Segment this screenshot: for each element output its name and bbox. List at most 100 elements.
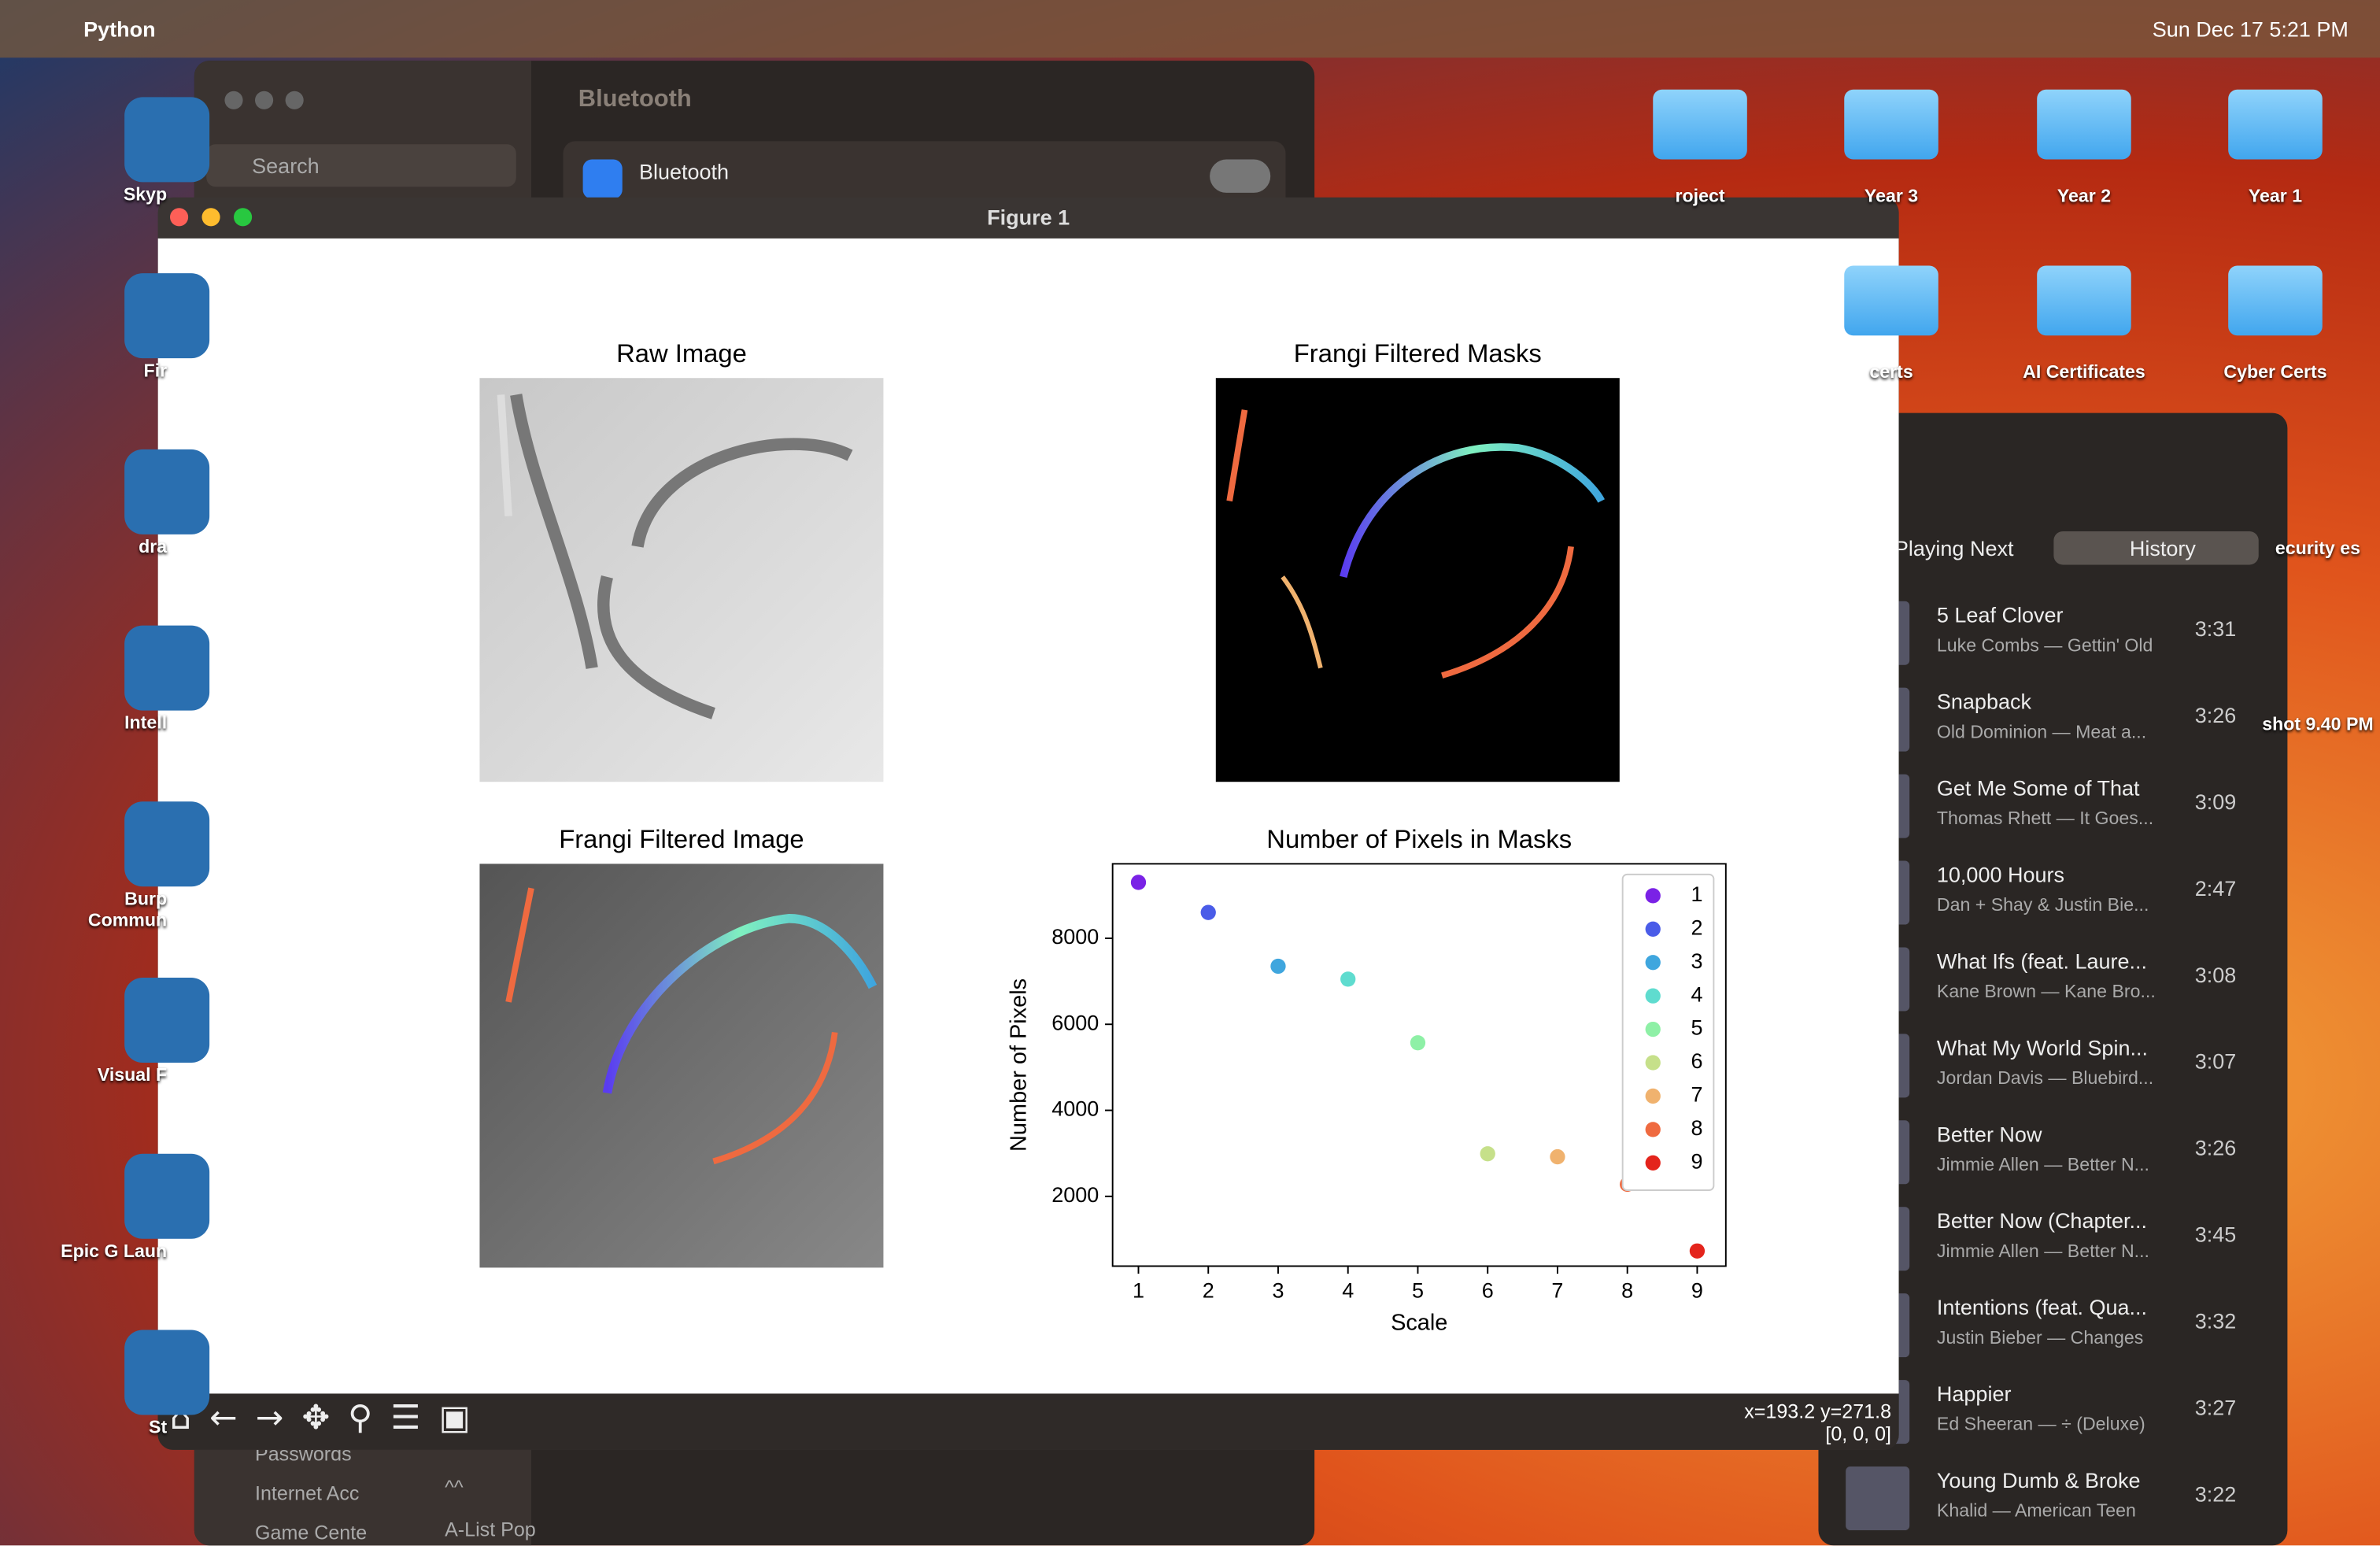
tab[interactable]: History — [2129, 535, 2196, 560]
icon-label: Intell — [124, 712, 168, 734]
folder-icon[interactable] — [2228, 89, 2323, 160]
track-artist: Kane Brown — Kane Bro... — [1936, 980, 2156, 1002]
folder-icon[interactable] — [1844, 265, 1938, 336]
track-title[interactable]: Better Now — [1936, 1122, 2042, 1147]
toolbar: ⌂←→✥⚲☰▣ x=193.2 y=271.8 [0, 0, 0] — [157, 1393, 1899, 1450]
legend-marker — [1645, 988, 1661, 1004]
track-artist: Old Dominion — Meat a... — [1936, 721, 2147, 743]
y-tick-label: 2000 — [1051, 1183, 1099, 1207]
subplot-title: Frangi Filtered Masks — [1294, 338, 1542, 368]
app-name[interactable]: Python — [83, 17, 156, 42]
folder-icon[interactable] — [2037, 265, 2131, 336]
legend — [1621, 873, 1715, 1191]
figure-canvas: Raw Image Frangi Filtered Masks Frangi Fil… — [157, 238, 1899, 1394]
figure-window: Figure 1 Raw Image Frangi Filtered Masks F… — [157, 197, 1899, 1450]
track-time: 3:45 — [2194, 1222, 2237, 1247]
traffic-lights[interactable] — [224, 91, 243, 109]
point — [1410, 1035, 1426, 1051]
legend-label: 5 — [1691, 1016, 1702, 1040]
icon-label: Skyp — [123, 183, 168, 205]
legend-marker — [1645, 1088, 1661, 1104]
track-title[interactable]: What Ifs (feat. Laure... — [1936, 949, 2148, 974]
desktop-icon[interactable] — [124, 1153, 210, 1239]
filtered-image — [479, 864, 884, 1268]
icon-label: Year 3 — [1864, 185, 1919, 207]
x-tick-label: 1 — [1133, 1278, 1144, 1302]
legend-label: 2 — [1691, 915, 1702, 939]
menu-bar: Python Sun Dec 17 5:21 PM — [0, 0, 2380, 58]
x-tick-label: 8 — [1621, 1278, 1633, 1302]
desktop-icon[interactable] — [124, 1330, 210, 1415]
legend-marker — [1645, 888, 1661, 904]
track-artist: Khalid — American Teen — [1936, 1500, 2136, 1522]
icon-label: dra — [139, 535, 168, 557]
track-artist: Jordan Davis — Bluebird... — [1936, 1067, 2154, 1089]
y-tick-label: 4000 — [1051, 1097, 1099, 1121]
playlist[interactable]: A-List Pop — [445, 1518, 536, 1541]
icon-label: Epic G Laun — [61, 1240, 168, 1262]
icon-label: ecurity es — [2275, 537, 2361, 559]
clock[interactable]: Sun Dec 17 5:21 PM — [2152, 17, 2349, 42]
icon-label: Cyber Certs — [2223, 361, 2327, 383]
track-time: 3:22 — [2194, 1481, 2237, 1507]
toolbar-buttons[interactable]: ⌂←→✥⚲☰▣ — [170, 1400, 489, 1438]
desktop-icon[interactable] — [124, 801, 210, 887]
icon-label: certs — [1869, 361, 1913, 383]
raw-image — [479, 378, 884, 782]
legend-marker — [1645, 1155, 1661, 1171]
pane-title: Bluetooth — [578, 86, 692, 113]
sidebar-item[interactable]: Internet Acc — [255, 1481, 360, 1505]
track-title[interactable]: 5 Leaf Clover — [1936, 602, 2064, 627]
icon-label: Fir — [143, 360, 168, 382]
legend-label: 7 — [1691, 1083, 1702, 1107]
desktop-icon[interactable] — [124, 978, 210, 1063]
track-title[interactable]: Intentions (feat. Qua... — [1936, 1295, 2148, 1319]
icon-label: Burp Commun — [87, 888, 168, 931]
x-tick-label: 7 — [1551, 1278, 1563, 1302]
x-tick-label: 2 — [1203, 1278, 1214, 1302]
folder-icon[interactable] — [2037, 89, 2131, 160]
x-tick-label: 4 — [1342, 1278, 1354, 1302]
y-tick-label: 6000 — [1051, 1011, 1099, 1034]
track-artist: Dan + Shay & Justin Bie... — [1936, 893, 2149, 915]
tab[interactable]: Playing Next — [1894, 535, 2014, 560]
playlist[interactable]: ^^ — [445, 1475, 464, 1499]
toggle[interactable] — [1210, 159, 1271, 193]
x-tick-label: 5 — [1412, 1278, 1424, 1302]
subplot-title: Raw Image — [616, 338, 747, 368]
folder-icon[interactable] — [1653, 89, 1747, 160]
sidebar-item[interactable]: Game Cente — [255, 1521, 368, 1544]
bt-label: Bluetooth — [638, 159, 730, 184]
x-tick-label: 6 — [1482, 1278, 1494, 1302]
icon-label: Year 2 — [2057, 185, 2112, 207]
window-title: Figure 1 — [987, 205, 1070, 230]
track-time: 3:31 — [2194, 616, 2237, 641]
desktop-icon[interactable] — [124, 97, 210, 183]
status: x=193.2 y=271.8 [0, 0, 0] — [1744, 1400, 1891, 1445]
point — [1550, 1148, 1565, 1165]
x-tick-label: 9 — [1691, 1278, 1703, 1302]
track-title[interactable]: Get Me Some of That — [1936, 775, 2140, 801]
point — [1340, 971, 1356, 987]
bt-icon — [582, 159, 623, 199]
desktop-icon[interactable] — [124, 273, 210, 359]
track-artist: Ed Sheeran — ÷ (Deluxe) — [1936, 1413, 2145, 1435]
icon-label: shot 9.40 PM — [2262, 713, 2374, 735]
desktop-icon[interactable] — [124, 449, 210, 534]
desktop-icon[interactable] — [124, 625, 210, 711]
icon-label: Visual F — [97, 1063, 168, 1086]
search[interactable]: Search — [206, 144, 516, 187]
subplot-title: Frangi Filtered Image — [559, 824, 804, 853]
traffic-lights[interactable] — [170, 208, 189, 227]
track-title[interactable]: 10,000 Hours — [1936, 862, 2065, 887]
folder-icon[interactable] — [1844, 89, 1938, 160]
track-title[interactable]: Young Dumb & Broke — [1936, 1467, 2141, 1492]
point — [1200, 904, 1216, 920]
track-title[interactable]: Better Now (Chapter... — [1936, 1208, 2148, 1233]
track-title[interactable]: Happier — [1936, 1381, 2012, 1406]
track-time: 3:26 — [2194, 1135, 2237, 1160]
track-time: 3:07 — [2194, 1049, 2237, 1074]
track-title[interactable]: What My World Spin... — [1936, 1035, 2148, 1060]
track-title[interactable]: Snapback — [1936, 689, 2032, 714]
folder-icon[interactable] — [2228, 265, 2323, 336]
